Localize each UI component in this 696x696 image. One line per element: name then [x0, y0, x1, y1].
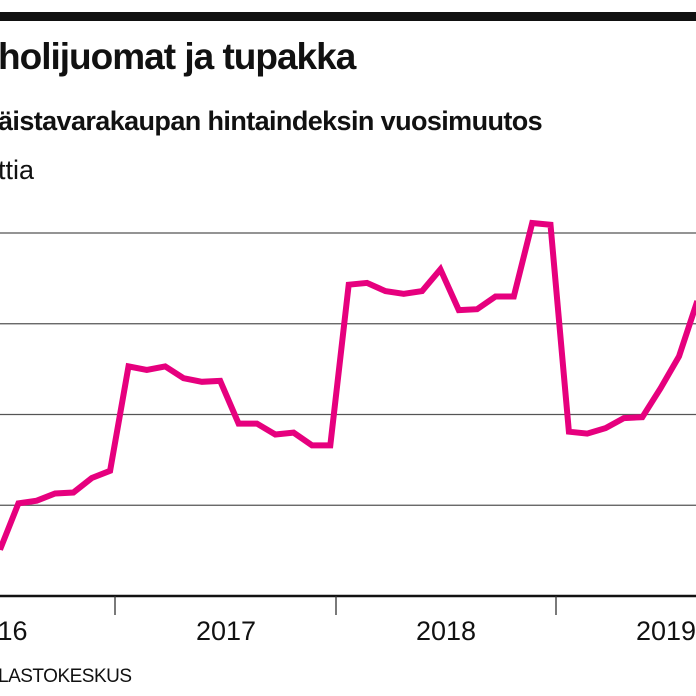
data-point: [0, 549, 1, 551]
x-tick-label: 2017: [196, 616, 256, 646]
data-point: [366, 282, 368, 284]
data-point: [36, 500, 38, 502]
data-point: [458, 309, 460, 311]
chart-title: holijuomat ja tupakka: [0, 36, 356, 77]
data-point: [403, 293, 405, 295]
data-point: [531, 222, 533, 224]
data-point: [164, 365, 166, 367]
data-point: [513, 296, 515, 297]
data-point: [201, 381, 203, 383]
data-point: [146, 369, 148, 371]
top-rule: [0, 12, 696, 21]
data-point: [568, 431, 570, 433]
data-point: [495, 296, 496, 297]
data-point: [274, 434, 276, 435]
data-point: [384, 290, 386, 292]
chart-subtitle: äistavarakaupan hintaindeksin vuosimuuto…: [0, 106, 543, 136]
source-label: LASTOKESKUS: [0, 666, 132, 687]
data-point: [660, 387, 662, 389]
data-point: [238, 423, 240, 425]
y-axis-unit-label: ttia: [0, 155, 35, 185]
data-point: [128, 365, 129, 367]
data-point: [439, 268, 441, 270]
data-point: [293, 432, 295, 434]
data-point: [311, 444, 313, 446]
data-point: [17, 502, 19, 504]
data-point: [476, 308, 478, 310]
data-point: [256, 423, 258, 425]
data-point: [623, 417, 625, 419]
data-point: [329, 444, 331, 446]
data-point: [550, 224, 551, 226]
data-point: [348, 284, 350, 286]
data-series-line: [0, 219, 696, 551]
data-point: [219, 380, 221, 382]
data-point: [641, 416, 643, 418]
data-point: [72, 492, 74, 493]
data-point: [586, 433, 588, 435]
x-tick-label: 2018: [416, 616, 476, 646]
x-tick-label: 2019: [636, 616, 696, 646]
x-tick-label: 016: [0, 616, 28, 646]
data-point: [605, 427, 607, 429]
data-point: [54, 493, 56, 494]
data-point: [109, 470, 111, 472]
data-point: [91, 477, 93, 479]
data-point: [421, 290, 423, 292]
data-point: [678, 355, 680, 357]
data-point: [183, 377, 184, 379]
